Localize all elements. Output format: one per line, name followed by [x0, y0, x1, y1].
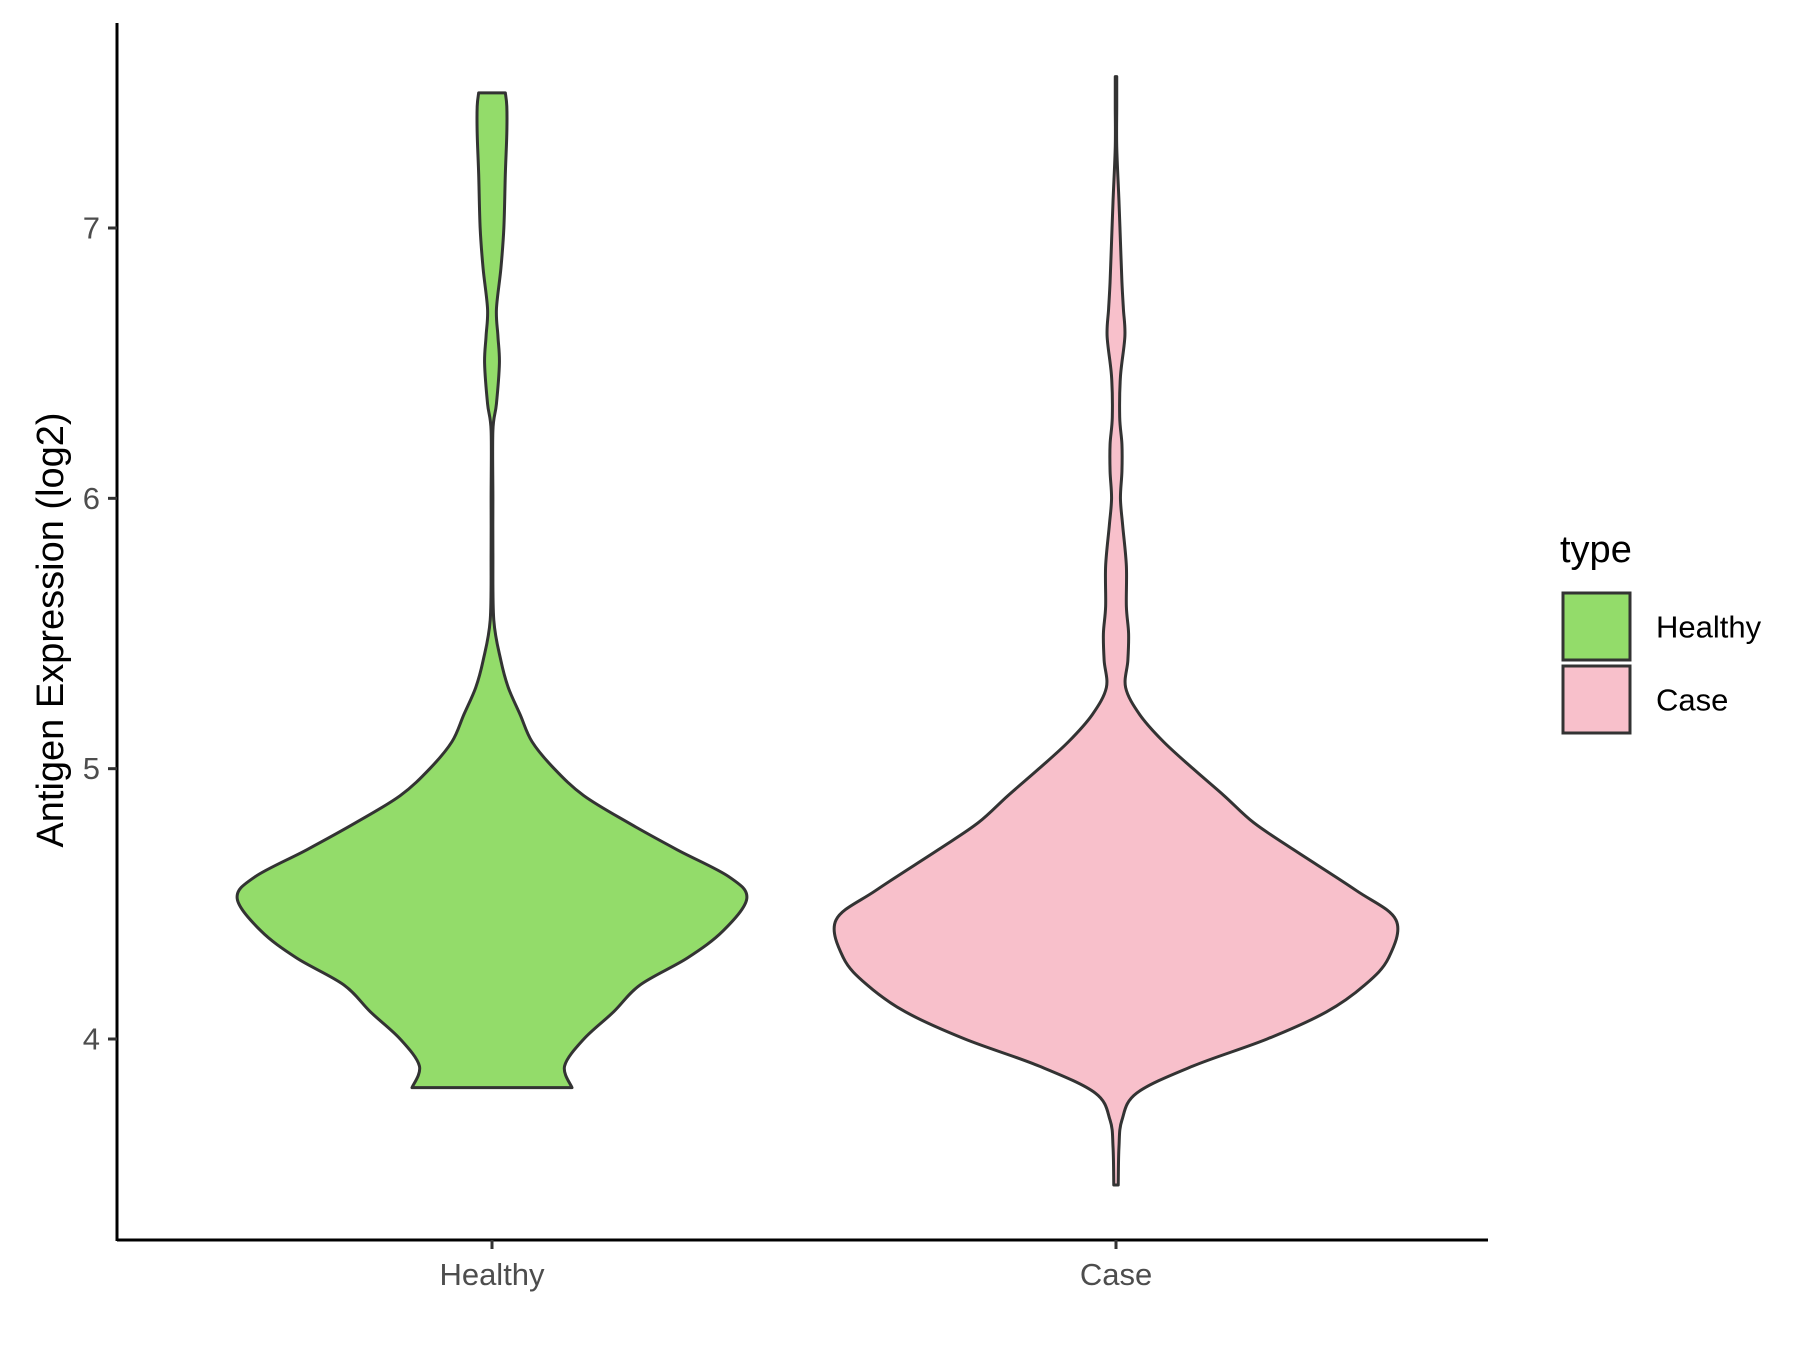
y-tick-label: 5: [83, 751, 100, 786]
violin-healthy: [235, 91, 749, 1090]
legend-label-healthy: Healthy: [1656, 610, 1762, 645]
y-tick-label: 4: [83, 1022, 100, 1057]
legend-key-healthy: [1561, 591, 1632, 662]
y-axis-ticks: 4 5 6 7: [83, 211, 117, 1057]
violin-case: [832, 75, 1400, 1187]
y-axis-title: Antigen Expression (log2): [30, 412, 72, 847]
y-tick-label: 6: [83, 481, 100, 516]
legend-label-case: Case: [1656, 683, 1728, 718]
violin-layer: [235, 75, 1400, 1187]
x-tick-label-healthy: Healthy: [439, 1257, 545, 1292]
legend: type Healthy Case: [1560, 529, 1762, 735]
x-tick-label-case: Case: [1080, 1257, 1152, 1292]
x-axis-ticks: Healthy Case: [439, 1240, 1152, 1292]
y-tick-label: 7: [83, 211, 100, 246]
legend-key-case: [1561, 664, 1632, 735]
legend-title: type: [1560, 529, 1632, 571]
